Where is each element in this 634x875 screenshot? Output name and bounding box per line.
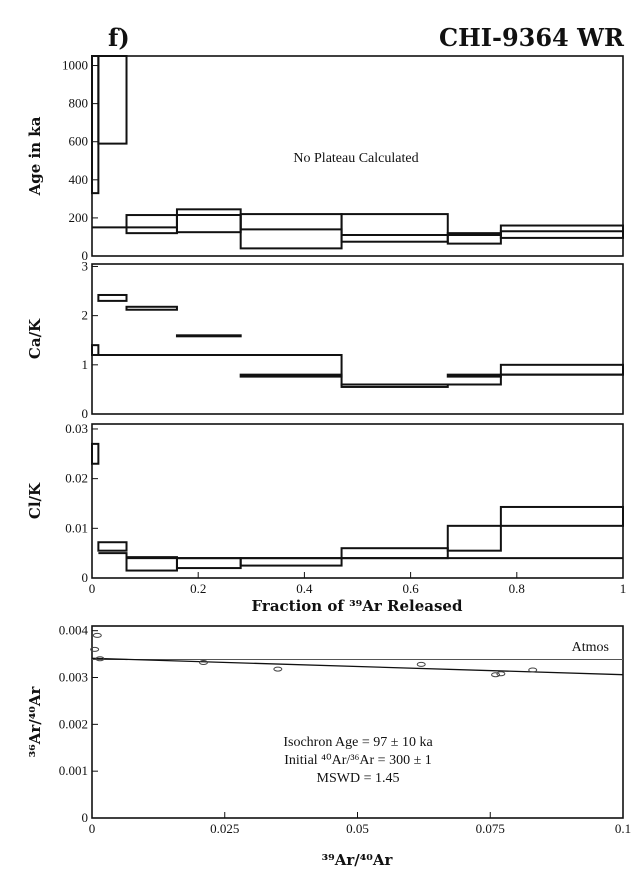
clk-step-box	[125, 557, 178, 572]
cak-step-box	[97, 293, 128, 302]
isochron-xtick-label: 0.025	[210, 821, 239, 836]
clk-y-label: Cl/K	[26, 482, 44, 519]
clk-xtick-label: 0.2	[190, 581, 206, 596]
isochron-data-point	[92, 632, 102, 638]
cak-ytick-label: 1	[82, 357, 89, 372]
clk-ytick-label: 0.03	[65, 421, 88, 436]
isochron-data-point	[496, 671, 506, 677]
isochron-regression-line	[91, 657, 624, 676]
age-ytick-label: 1000	[62, 58, 88, 73]
isochron-ytick-label: 0.002	[59, 716, 88, 731]
clk-ytick-label: 0.01	[65, 520, 88, 535]
clk-step-box	[499, 505, 624, 527]
age-step-box	[239, 213, 343, 250]
isochron-ytick-label: 0	[82, 810, 89, 825]
isochron-xtick-label: 0.075	[476, 821, 505, 836]
isochron-data-point	[491, 672, 501, 678]
isochron-xtick-label: 0.1	[615, 821, 631, 836]
age-ytick-label: 400	[69, 172, 89, 187]
atmos-label: Atmos	[572, 640, 609, 655]
age-step-box	[175, 208, 242, 234]
clk-xtick-label: 1	[620, 581, 627, 596]
cak-step-box	[446, 373, 502, 378]
panel-label: f)	[108, 23, 130, 52]
no-plateau-note: No Plateau Calculated	[293, 151, 418, 166]
clk-ytick-label: 0.02	[65, 471, 88, 486]
clk-xtick-label: 0	[89, 581, 96, 596]
isochron-ytick-label: 0.003	[59, 670, 88, 685]
cak-ytick-label: 0	[82, 406, 89, 421]
isochron-ytick-label: 0.004	[59, 623, 89, 638]
age-step-box	[97, 55, 128, 145]
isochron-data-point	[273, 666, 283, 672]
age-ytick-label: 600	[69, 134, 89, 149]
isochron-age-text: Isochron Age = 97 ± 10 ka	[283, 735, 433, 750]
sample-title: CHI-9364 WR	[439, 23, 625, 52]
age-y-label: Age in ka	[26, 116, 44, 196]
fraction-x-label: Fraction of ³⁹Ar Released	[252, 597, 463, 615]
cak-step-box	[125, 305, 178, 311]
age-ytick-label: 0	[82, 248, 89, 263]
age-ytick-label: 800	[69, 96, 89, 111]
clk-step-line	[98, 552, 623, 560]
isochron-ytick-label: 0.001	[59, 763, 88, 778]
clk-panel-frame	[91, 423, 624, 579]
cak-step-box	[239, 373, 343, 378]
clk-xtick-label: 0.4	[296, 581, 313, 596]
age-step-box	[340, 213, 449, 243]
clk-step-box	[340, 547, 449, 560]
isochron-data-point	[90, 646, 100, 652]
clk-xtick-label: 0.8	[509, 581, 525, 596]
cak-step-box	[91, 344, 100, 356]
isochron-panel-frame	[91, 625, 624, 819]
cak-step-line	[98, 353, 623, 386]
cak-step-box	[175, 334, 242, 338]
age-step-line	[92, 214, 623, 237]
isochron-data-point	[416, 661, 426, 667]
clk-step-box	[97, 541, 128, 552]
cak-ytick-label: 3	[82, 258, 89, 273]
cak-y-label: Ca/K	[26, 318, 44, 359]
isochron-data-point	[528, 667, 538, 673]
mswd-text: MSWD = 1.45	[317, 771, 400, 786]
age-ytick-label: 200	[69, 210, 89, 225]
clk-step-box	[91, 442, 100, 465]
clk-step-box	[239, 557, 343, 567]
isochron-data-point	[199, 660, 209, 666]
isochron-xtick-label: 0	[89, 821, 96, 836]
age-step-box	[125, 214, 178, 235]
clk-step-box	[446, 524, 502, 552]
clk-step-box	[175, 557, 242, 570]
initial-ratio-text: Initial ⁴⁰Ar/³⁶Ar = 300 ± 1	[284, 753, 432, 768]
cak-step-box	[499, 363, 624, 376]
isochron-y-label: ³⁶Ar/⁴⁰Ar	[26, 685, 44, 757]
isochron-x-label: ³⁹Ar/⁴⁰Ar	[322, 851, 394, 869]
isochron-data-point	[95, 656, 105, 662]
cak-ytick-label: 2	[82, 308, 89, 323]
isochron-xtick-label: 0.05	[346, 821, 369, 836]
clk-ytick-label: 0	[82, 570, 89, 585]
clk-xtick-label: 0.6	[402, 581, 419, 596]
cak-panel-frame	[91, 263, 624, 415]
